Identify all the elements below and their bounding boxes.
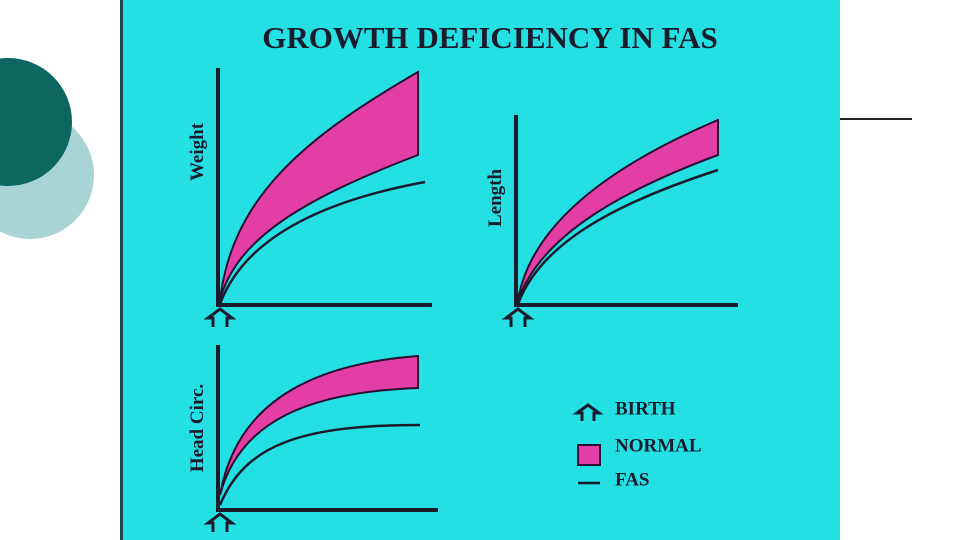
birth-arrow bbox=[203, 307, 237, 327]
normal-band bbox=[517, 118, 719, 301]
axes bbox=[514, 115, 738, 307]
legend-label: NORMAL bbox=[615, 435, 702, 456]
photo-edge bbox=[120, 0, 123, 540]
length-panel: Length bbox=[485, 115, 738, 327]
deco-circle-dark bbox=[0, 58, 72, 186]
axes bbox=[216, 345, 438, 512]
axis-label: Head Circ. bbox=[187, 384, 208, 472]
weight-panel: Weight bbox=[187, 68, 432, 327]
normal-band bbox=[219, 354, 419, 496]
birth-arrow bbox=[501, 307, 535, 327]
title: GROWTH DEFICIENCY IN FAS bbox=[262, 20, 718, 55]
head-circ-panel: Head Circ. bbox=[187, 345, 438, 532]
photo: GROWTH DEFICIENCY IN FAS Weight Length H… bbox=[120, 0, 840, 540]
legend-label: BIRTH bbox=[615, 398, 676, 419]
legend-label: FAS bbox=[615, 469, 649, 490]
normal-band bbox=[219, 70, 419, 301]
legend-normal-icon bbox=[577, 444, 601, 466]
axes bbox=[216, 68, 432, 307]
birth-arrow bbox=[203, 512, 237, 532]
axis-label: Length bbox=[485, 169, 506, 228]
axis-label: Weight bbox=[187, 122, 208, 181]
fas-line bbox=[516, 168, 719, 305]
fas-line bbox=[218, 180, 426, 305]
legend-birth-icon bbox=[572, 403, 604, 421]
legend: BIRTH NORMAL FAS bbox=[572, 398, 702, 490]
fas-line bbox=[218, 423, 421, 506]
